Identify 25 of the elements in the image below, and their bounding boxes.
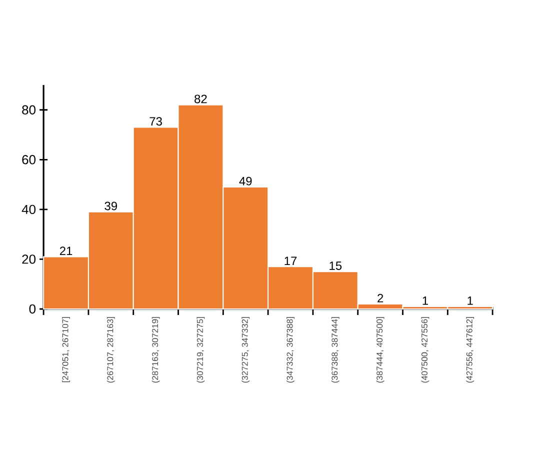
data-label: 49	[239, 176, 252, 186]
data-label: 39	[104, 202, 118, 210]
x-tick-label: (407500, 427556]	[421, 317, 430, 383]
x-tick-label: (307219, 327275]	[196, 317, 205, 383]
x-tick-label: (347332, 367388]	[286, 317, 294, 383]
x-tick-label: (387444, 407500]	[376, 317, 384, 383]
x-tick-label: (267107, 287163]	[106, 317, 115, 383]
data-label: 21	[60, 246, 72, 256]
data-label: 1	[468, 296, 473, 305]
data-label: 15	[330, 262, 342, 270]
x-tick-label: (427556, 447612]	[466, 317, 474, 383]
y-tick-label: 80	[22, 105, 36, 114]
data-label: 17	[284, 256, 297, 265]
data-label: 82	[194, 94, 207, 104]
x-tick-label: [247051, 267107]	[62, 317, 70, 382]
y-tick-label: 40	[22, 204, 36, 214]
data-label: 2	[378, 294, 384, 302]
x-tick-label: (367388, 387444]	[331, 317, 340, 383]
y-tick-label: 20	[22, 254, 36, 264]
data-label: 1	[422, 296, 428, 305]
x-tick-label: (327275, 347332]	[242, 317, 250, 383]
y-tick-label: 60	[22, 155, 36, 164]
y-tick-label: 0	[29, 304, 36, 314]
data-label: 73	[150, 117, 162, 126]
x-tick-label: (287163, 307219]	[152, 317, 160, 383]
